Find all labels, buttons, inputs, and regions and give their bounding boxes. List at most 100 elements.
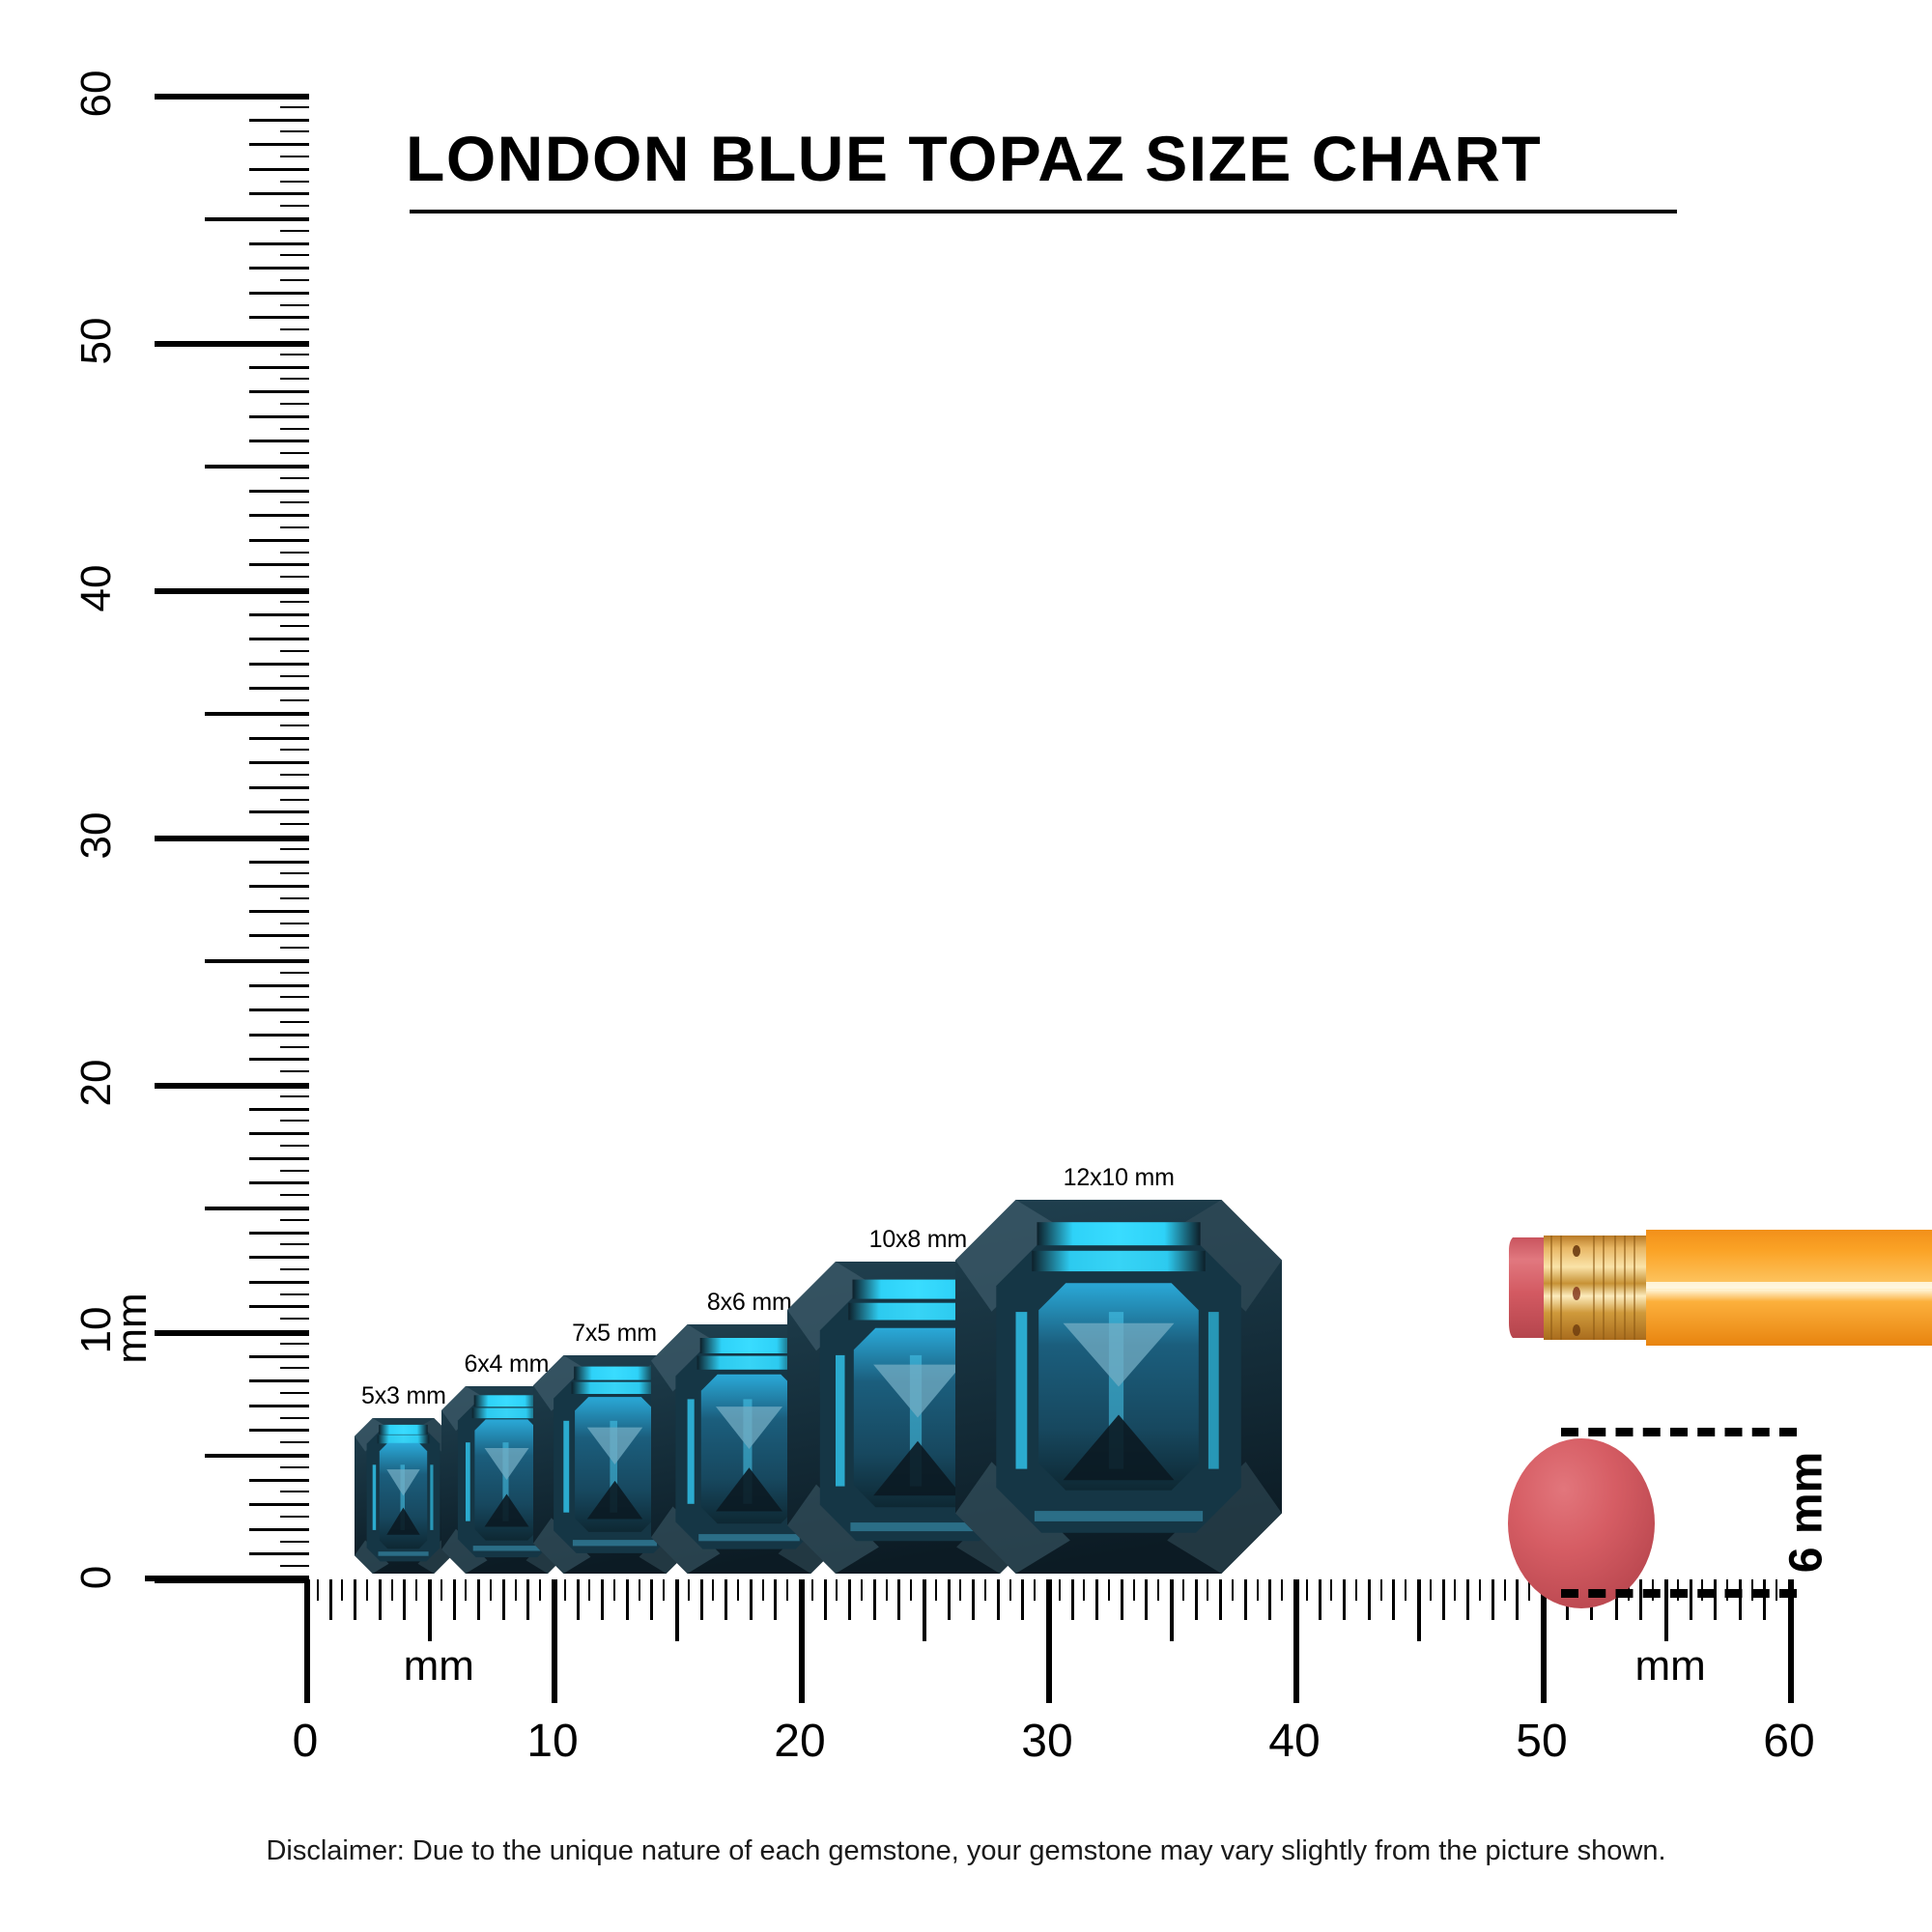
horizontal-ruler-tick [390,1579,393,1601]
horizontal-ruler-tick [316,1579,319,1601]
horizontal-ruler-tick [1491,1579,1494,1620]
horizontal-ruler-tick [786,1579,789,1601]
vertical-ruler-tick [280,1194,309,1197]
horizontal-ruler-tick [712,1579,715,1601]
horizontal-ruler-tick [1009,1579,1011,1601]
vertical-ruler-tick [280,1268,309,1270]
vertical-ruler-tick-label: 40 [72,564,120,612]
horizontal-ruler-tick [1614,1579,1618,1620]
vertical-ruler-tick [280,847,309,850]
horizontal-ruler-tick [1170,1579,1174,1641]
vertical-ruler-tick [280,403,309,405]
vertical-ruler-tick [249,785,309,789]
horizontal-ruler-tick [1738,1579,1742,1620]
horizontal-ruler-tick [885,1579,888,1601]
horizontal-ruler-tick [477,1579,481,1620]
vertical-ruler-tick [280,996,309,999]
horizontal-ruler-tick [774,1579,778,1620]
vertical-ruler-tick [280,254,309,257]
horizontal-ruler-tick [1256,1579,1259,1601]
horizontal-ruler-tick [539,1579,542,1601]
vertical-ruler-tick [280,180,309,183]
horizontal-ruler-tick-label: 40 [1268,1716,1321,1767]
vertical-ruler-tick [280,1070,309,1073]
horizontal-ruler-tick [366,1579,368,1601]
horizontal-ruler-tick [1318,1579,1321,1620]
horizontal-ruler-tick [1181,1579,1184,1601]
horizontal-ruler-tick [1243,1579,1247,1620]
horizontal-ruler-tick [514,1579,517,1601]
horizontal-ruler-tick [415,1579,418,1601]
horizontal-ruler-tick [601,1579,605,1620]
vertical-ruler-tick [280,749,309,752]
vertical-ruler-tick [280,872,309,875]
horizontal-ruler-tick [563,1579,566,1601]
horizontal-ruler-tick [737,1579,739,1601]
vertical-ruler-tick [280,156,309,157]
vertical-ruler-tick [249,414,309,418]
horizontal-ruler-tick [861,1579,863,1601]
vertical-ruler-tick [249,687,309,691]
horizontal-ruler-tick [1194,1579,1198,1620]
gem-7x5-mm[interactable]: 7x5 mm [532,1320,696,1578]
gem-size-label: 8x6 mm [706,1288,792,1316]
horizontal-ruler-tick [588,1579,591,1601]
horizontal-ruler-tick [897,1579,901,1620]
horizontal-ruler-tick-label: 60 [1763,1716,1815,1767]
vertical-ruler-tick [280,1465,309,1468]
vertical-ruler-zero-line [145,1576,309,1581]
horizontal-ruler-tick [1392,1579,1396,1620]
gem-size-label: 10x8 mm [868,1226,968,1254]
vertical-ruler-tick [249,489,309,493]
vertical-ruler-tick [249,1527,309,1531]
horizontal-ruler-tick [836,1579,838,1601]
horizontal-ruler-tick [403,1579,407,1620]
horizontal-ruler-tick [872,1579,876,1620]
vertical-ruler-tick [280,501,309,504]
horizontal-ruler-tick [1268,1579,1272,1620]
gem-6x4-mm[interactable]: 6x4 mm [440,1350,572,1578]
vertical-ruler-tick [280,600,309,603]
vertical-ruler-tick [205,465,309,469]
vertical-ruler-tick [280,1045,309,1048]
vertical-ruler-tick [249,1429,309,1433]
horizontal-ruler-tick [1788,1579,1794,1703]
horizontal-ruler-tick [699,1579,703,1620]
horizontal-ruler-tick [638,1579,640,1601]
vertical-ruler-tick [280,1243,309,1246]
vertical-ruler-tick [280,1516,309,1518]
vertical-ruler-tick [280,1565,309,1568]
vertical-ruler-tick [249,1280,309,1284]
page-title: LONDON BLUE TOPAZ SIZE CHART [406,123,1543,194]
horizontal-ruler-tick [799,1579,805,1703]
horizontal-ruler-tick [1689,1579,1692,1620]
vertical-ruler-tick [249,1503,309,1507]
horizontal-ruler-tick [1343,1579,1347,1620]
vertical-ruler-tick [280,1218,309,1221]
vertical-ruler-tick [249,1156,309,1160]
vertical-ruler-tick [280,130,309,133]
gem-12x10-mm[interactable]: 12x10 mm [955,1164,1283,1578]
vertical-ruler-tick [249,538,309,542]
vertical-ruler-tick [280,1169,309,1172]
vertical-ruler-tick [280,1094,309,1097]
vertical-ruler-tick [280,971,309,974]
horizontal-ruler-tick [1379,1579,1382,1601]
eraser-illustration [1502,1435,1662,1613]
gem-size-label: 12x10 mm [1063,1163,1175,1191]
vertical-ruler-tick [280,699,309,702]
gem-graphic [955,1199,1283,1578]
horizontal-ruler-tick [650,1579,654,1620]
horizontal-ruler-tick [972,1579,976,1620]
vertical-ruler-tick [280,427,309,430]
horizontal-ruler-tick [1219,1579,1223,1620]
vertical-ruler-tick [155,588,309,594]
horizontal-ruler-tick [1714,1579,1718,1620]
horizontal-ruler-tick [1046,1579,1052,1703]
vertical-ruler-tick [155,94,309,99]
gem-5x3-mm[interactable]: 5x3 mm [355,1382,453,1578]
horizontal-ruler-tick [1664,1579,1668,1641]
horizontal-ruler-tick [1083,1579,1086,1601]
horizontal-ruler-tick [1232,1579,1234,1601]
horizontal-ruler-tick [354,1579,357,1620]
